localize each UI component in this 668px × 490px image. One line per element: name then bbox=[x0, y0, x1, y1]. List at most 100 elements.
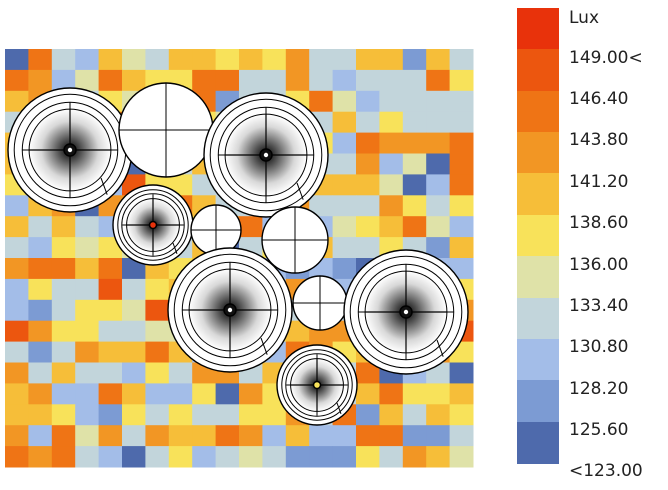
heatmap-cell bbox=[239, 425, 263, 447]
heatmap-cell bbox=[332, 425, 357, 447]
heatmap-cell bbox=[122, 383, 146, 405]
heatmap-cell bbox=[5, 237, 29, 259]
heatmap-cell bbox=[426, 237, 451, 259]
legend-swatch bbox=[517, 90, 559, 133]
heatmap-cell bbox=[356, 383, 380, 405]
heatmap-cell bbox=[28, 258, 53, 280]
luminaire-ring bbox=[117, 189, 189, 261]
heatmap-cell bbox=[426, 216, 451, 238]
luminaire-symbol bbox=[112, 184, 194, 266]
heatmap-cell bbox=[122, 446, 146, 468]
heatmap-cell bbox=[356, 111, 380, 134]
heatmap-cell bbox=[28, 383, 53, 405]
heatmap-cell bbox=[75, 216, 100, 238]
heatmap-cell bbox=[356, 425, 380, 447]
legend-swatch bbox=[517, 256, 559, 299]
heatmap-cell bbox=[145, 383, 170, 405]
heatmap-cell bbox=[51, 341, 76, 363]
heatmap-cell bbox=[75, 299, 100, 322]
heatmap-cell bbox=[192, 69, 217, 92]
heatmap-cell bbox=[356, 237, 380, 259]
heatmap-cell bbox=[122, 362, 146, 384]
heatmap-cell bbox=[215, 49, 240, 71]
heatmap-cell bbox=[51, 383, 76, 405]
heatmap-cell bbox=[28, 404, 53, 426]
heatmap-cell bbox=[28, 278, 53, 301]
heatmap-cell bbox=[28, 446, 53, 468]
heatmap-cell bbox=[379, 425, 404, 447]
heatmap-cell bbox=[449, 132, 474, 154]
heatmap-cell bbox=[402, 383, 427, 405]
heatmap-cell bbox=[449, 237, 474, 259]
luminaire-center bbox=[148, 220, 158, 230]
heatmap-cell bbox=[332, 446, 357, 468]
heatmap-cell bbox=[28, 341, 53, 363]
luminaire-ring bbox=[121, 193, 185, 257]
heatmap-cell bbox=[426, 49, 451, 71]
heatmap-cell bbox=[309, 90, 334, 113]
legend-tick: 136.00 bbox=[569, 255, 629, 275]
heatmap-cell bbox=[5, 216, 29, 238]
heatmap-cell bbox=[122, 425, 146, 447]
legend-swatch bbox=[517, 132, 559, 175]
luminaire-symbol bbox=[7, 87, 133, 213]
heatmap-cell bbox=[51, 362, 76, 384]
heatmap-cell bbox=[379, 69, 404, 92]
heatmap-cell bbox=[5, 425, 29, 447]
color-scale-bar bbox=[517, 8, 559, 464]
heatmap-cell bbox=[379, 132, 404, 154]
heatmap-cell bbox=[75, 362, 100, 384]
heatmap-cell bbox=[379, 216, 404, 238]
heatmap-cell bbox=[449, 362, 474, 384]
luminaire-center-highlight bbox=[263, 152, 269, 158]
heatmap-cell bbox=[426, 383, 451, 405]
heatmap-cell bbox=[332, 195, 357, 217]
heatmap-cell bbox=[192, 425, 217, 447]
heatmap-cell bbox=[332, 132, 357, 154]
heatmap-cell bbox=[145, 425, 170, 447]
heatmap-cell bbox=[28, 237, 53, 259]
heatmap-cell bbox=[98, 69, 123, 92]
luminaire-ring bbox=[281, 349, 353, 421]
legend-tick: 138.60 bbox=[569, 213, 629, 233]
heatmap-cell bbox=[28, 320, 53, 343]
heatmap-cell bbox=[5, 278, 29, 301]
heatmap-cell bbox=[426, 446, 451, 468]
luminaire-symbol bbox=[292, 275, 348, 331]
heatmap-cell bbox=[192, 446, 217, 468]
heatmap-cell bbox=[75, 49, 100, 71]
heatmap-cell bbox=[122, 69, 146, 92]
heatmap-cell bbox=[28, 49, 53, 71]
heatmap-cell bbox=[262, 425, 287, 447]
heatmap-cell bbox=[449, 383, 474, 405]
heatmap-cell bbox=[75, 446, 100, 468]
heatmap-cell bbox=[51, 216, 76, 238]
heatmap-cell bbox=[379, 195, 404, 217]
legend-title: Lux bbox=[569, 8, 600, 28]
heatmap-cell bbox=[449, 216, 474, 238]
heatmap-cell bbox=[356, 446, 380, 468]
heatmap-cell bbox=[285, 49, 310, 71]
heatmap-cell bbox=[28, 362, 53, 384]
heatmap-cell bbox=[145, 320, 170, 343]
heatmap-cell bbox=[28, 69, 53, 92]
ring-tick bbox=[172, 242, 178, 254]
heatmap-cell bbox=[5, 258, 29, 280]
heatmap-cell bbox=[356, 132, 380, 154]
heatmap-cell bbox=[5, 195, 29, 217]
legend-swatch bbox=[517, 297, 559, 340]
heatmap-cell bbox=[75, 404, 100, 426]
heatmap-cell bbox=[98, 383, 123, 405]
heatmap-cell bbox=[285, 446, 310, 468]
heatmap-cell bbox=[98, 362, 123, 384]
heatmap-cell bbox=[262, 404, 287, 426]
heatmap-cell bbox=[215, 383, 240, 405]
heatmap-cell bbox=[5, 90, 29, 113]
heatmap-cell bbox=[51, 320, 76, 343]
heatmap-cell bbox=[145, 446, 170, 468]
heatmap-cell bbox=[426, 69, 451, 92]
heatmap-cell bbox=[75, 383, 100, 405]
heatmap-cell bbox=[51, 237, 76, 259]
heatmap-cell bbox=[309, 446, 334, 468]
heatmap-cell bbox=[145, 278, 170, 301]
